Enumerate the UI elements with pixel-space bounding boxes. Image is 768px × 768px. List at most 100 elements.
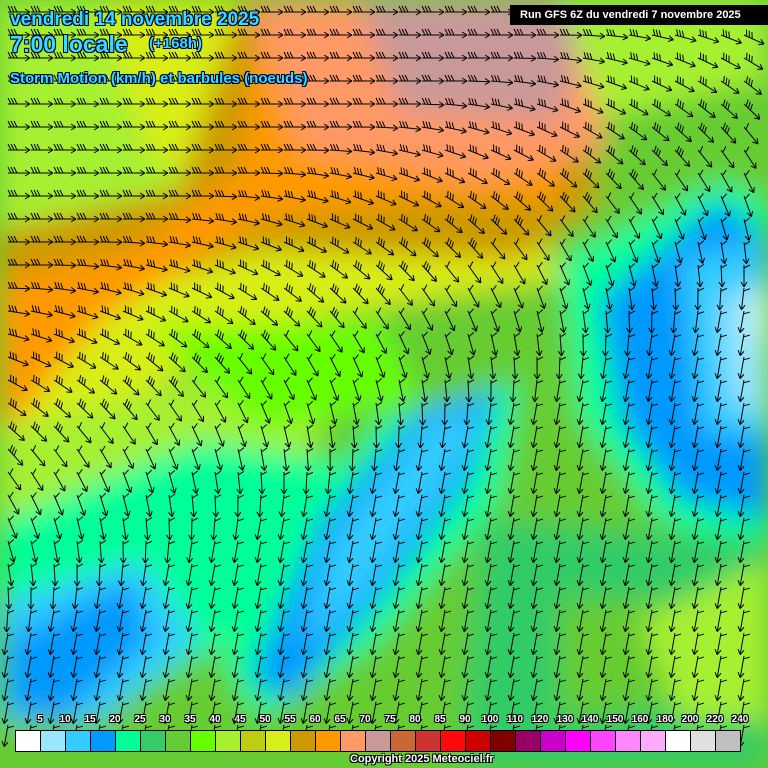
wind-barb [47, 701, 61, 724]
wind-barb [691, 425, 705, 448]
wind-barb [536, 168, 556, 187]
wind-barb [369, 540, 383, 563]
wind-barb [369, 678, 383, 701]
wind-barb [162, 632, 176, 655]
wind-barb [75, 539, 84, 564]
wind-barb [714, 586, 728, 609]
wind-barb [375, 330, 388, 354]
wind-barb [645, 494, 659, 517]
wind-barb [737, 425, 751, 448]
wind-barb [467, 331, 477, 356]
legend-label: 200 [681, 714, 699, 725]
legend-label: 220 [706, 714, 724, 725]
wind-barb [306, 236, 327, 253]
wind-barb [208, 678, 222, 701]
wind-barb [139, 678, 153, 701]
wind-barb [467, 284, 480, 308]
wind-barb [674, 75, 695, 93]
wind-barb [714, 310, 728, 333]
wind-barb [76, 375, 96, 394]
wind-barb [76, 398, 94, 419]
wind-barb [582, 191, 598, 214]
wind-barb [99, 375, 118, 395]
wind-barb [30, 212, 54, 223]
wind-barb [645, 356, 659, 379]
wind-barb [697, 193, 709, 217]
wind-barb [346, 609, 360, 632]
wind-barb [650, 287, 659, 311]
wind-barb [577, 356, 590, 380]
legend-swatch [641, 731, 666, 751]
wind-barb [599, 701, 613, 724]
wind-barb [352, 330, 365, 354]
wind-barb [145, 305, 167, 322]
wind-barb [398, 167, 421, 182]
wind-barb [536, 28, 560, 39]
wind-barb [576, 540, 590, 563]
wind-barb [392, 609, 406, 632]
wind-barb [651, 145, 668, 167]
wind-barb [231, 540, 245, 563]
wind-barb [651, 263, 659, 287]
wind-barb [415, 632, 429, 655]
wind-barb [467, 97, 491, 110]
wind-barb [628, 98, 649, 116]
wind-barb [76, 28, 100, 39]
wind-barb [352, 190, 375, 206]
wind-barb [323, 678, 337, 701]
wind-barb [444, 144, 467, 159]
wind-barb [421, 28, 445, 39]
wind-barb [7, 515, 18, 539]
wind-barb [283, 28, 307, 39]
wind-barb [70, 632, 84, 655]
wind-barb [697, 216, 707, 241]
wind-barb [513, 28, 537, 39]
wind-barb [208, 540, 222, 563]
wind-barb [122, 189, 146, 200]
wind-barb [283, 166, 307, 178]
wind-barb [415, 494, 429, 517]
wind-barb [599, 425, 613, 448]
wind-barb [415, 678, 429, 701]
wind-barb [622, 379, 636, 402]
wind-barb [489, 355, 498, 380]
wind-barb [300, 517, 314, 540]
wind-barb [392, 494, 406, 517]
wind-barb [346, 678, 360, 701]
wind-barb [283, 424, 292, 448]
wind-barb [30, 468, 44, 491]
wind-barb [576, 563, 590, 586]
wind-barb [47, 678, 61, 701]
wind-barb [277, 563, 291, 586]
wind-barb [191, 446, 201, 471]
wind-barb [76, 5, 100, 16]
wind-barb [145, 235, 169, 248]
wind-barb [346, 701, 360, 724]
wind-barb [484, 494, 498, 517]
wind-barb [714, 609, 728, 632]
wind-barb [461, 655, 475, 678]
wind-barb [582, 75, 605, 90]
wind-barb [95, 563, 107, 587]
wind-barb [467, 214, 486, 235]
wind-barb [490, 308, 500, 333]
wind-barb [668, 356, 682, 379]
wind-barb [743, 217, 752, 241]
wind-barb [145, 328, 165, 347]
wind-barb [467, 144, 489, 160]
wind-barb [168, 74, 192, 85]
wind-barb [3, 609, 15, 633]
wind-barb [231, 586, 245, 609]
wind-barb [7, 51, 31, 62]
legend-label: 5 [37, 714, 43, 725]
wind-barb [185, 655, 199, 678]
wind-barb [559, 285, 569, 310]
wind-barb [536, 98, 559, 113]
legend-label: 100 [481, 714, 499, 725]
wind-barb [53, 374, 73, 393]
wind-barb [346, 632, 360, 655]
wind-barb [622, 425, 636, 448]
wind-barb [260, 189, 284, 202]
wind-barb [99, 212, 123, 223]
